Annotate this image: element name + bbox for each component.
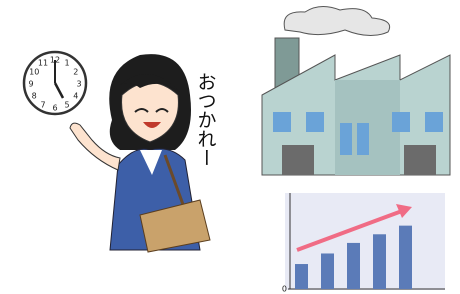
clock-number: 3: [76, 80, 81, 89]
bar: [399, 226, 412, 289]
clock-number: 6: [52, 104, 57, 113]
y-tick-label: 0: [282, 285, 287, 294]
bar: [347, 243, 360, 289]
clock-number: 5: [64, 100, 69, 109]
window: [392, 112, 410, 132]
clock-number: 12: [50, 56, 60, 65]
woman: おつかれー: [70, 54, 217, 252]
bar: [321, 253, 334, 289]
mini-chart: 0: [282, 193, 445, 294]
smoke: [284, 6, 389, 35]
clock-number: 2: [73, 68, 78, 77]
window: [273, 112, 291, 132]
bar: [295, 264, 308, 289]
clock-number: 7: [40, 100, 45, 109]
factory: [262, 6, 450, 175]
chart-panel: [285, 193, 445, 290]
window: [306, 112, 324, 132]
illustration: 12 12 3 45678 9 1011 おつかれー 0: [0, 0, 460, 294]
window: [340, 123, 352, 155]
clock-number: 11: [38, 59, 48, 68]
speech: おつかれー: [195, 72, 217, 167]
clock-number: 8: [32, 92, 37, 101]
clock-number: 9: [28, 80, 33, 89]
bar: [373, 234, 386, 289]
window: [425, 112, 443, 132]
door: [404, 145, 436, 175]
clock-number: 1: [64, 59, 69, 68]
door: [282, 145, 314, 175]
clock-number: 4: [73, 92, 78, 101]
window: [357, 123, 369, 155]
clock-number: 10: [29, 68, 39, 77]
